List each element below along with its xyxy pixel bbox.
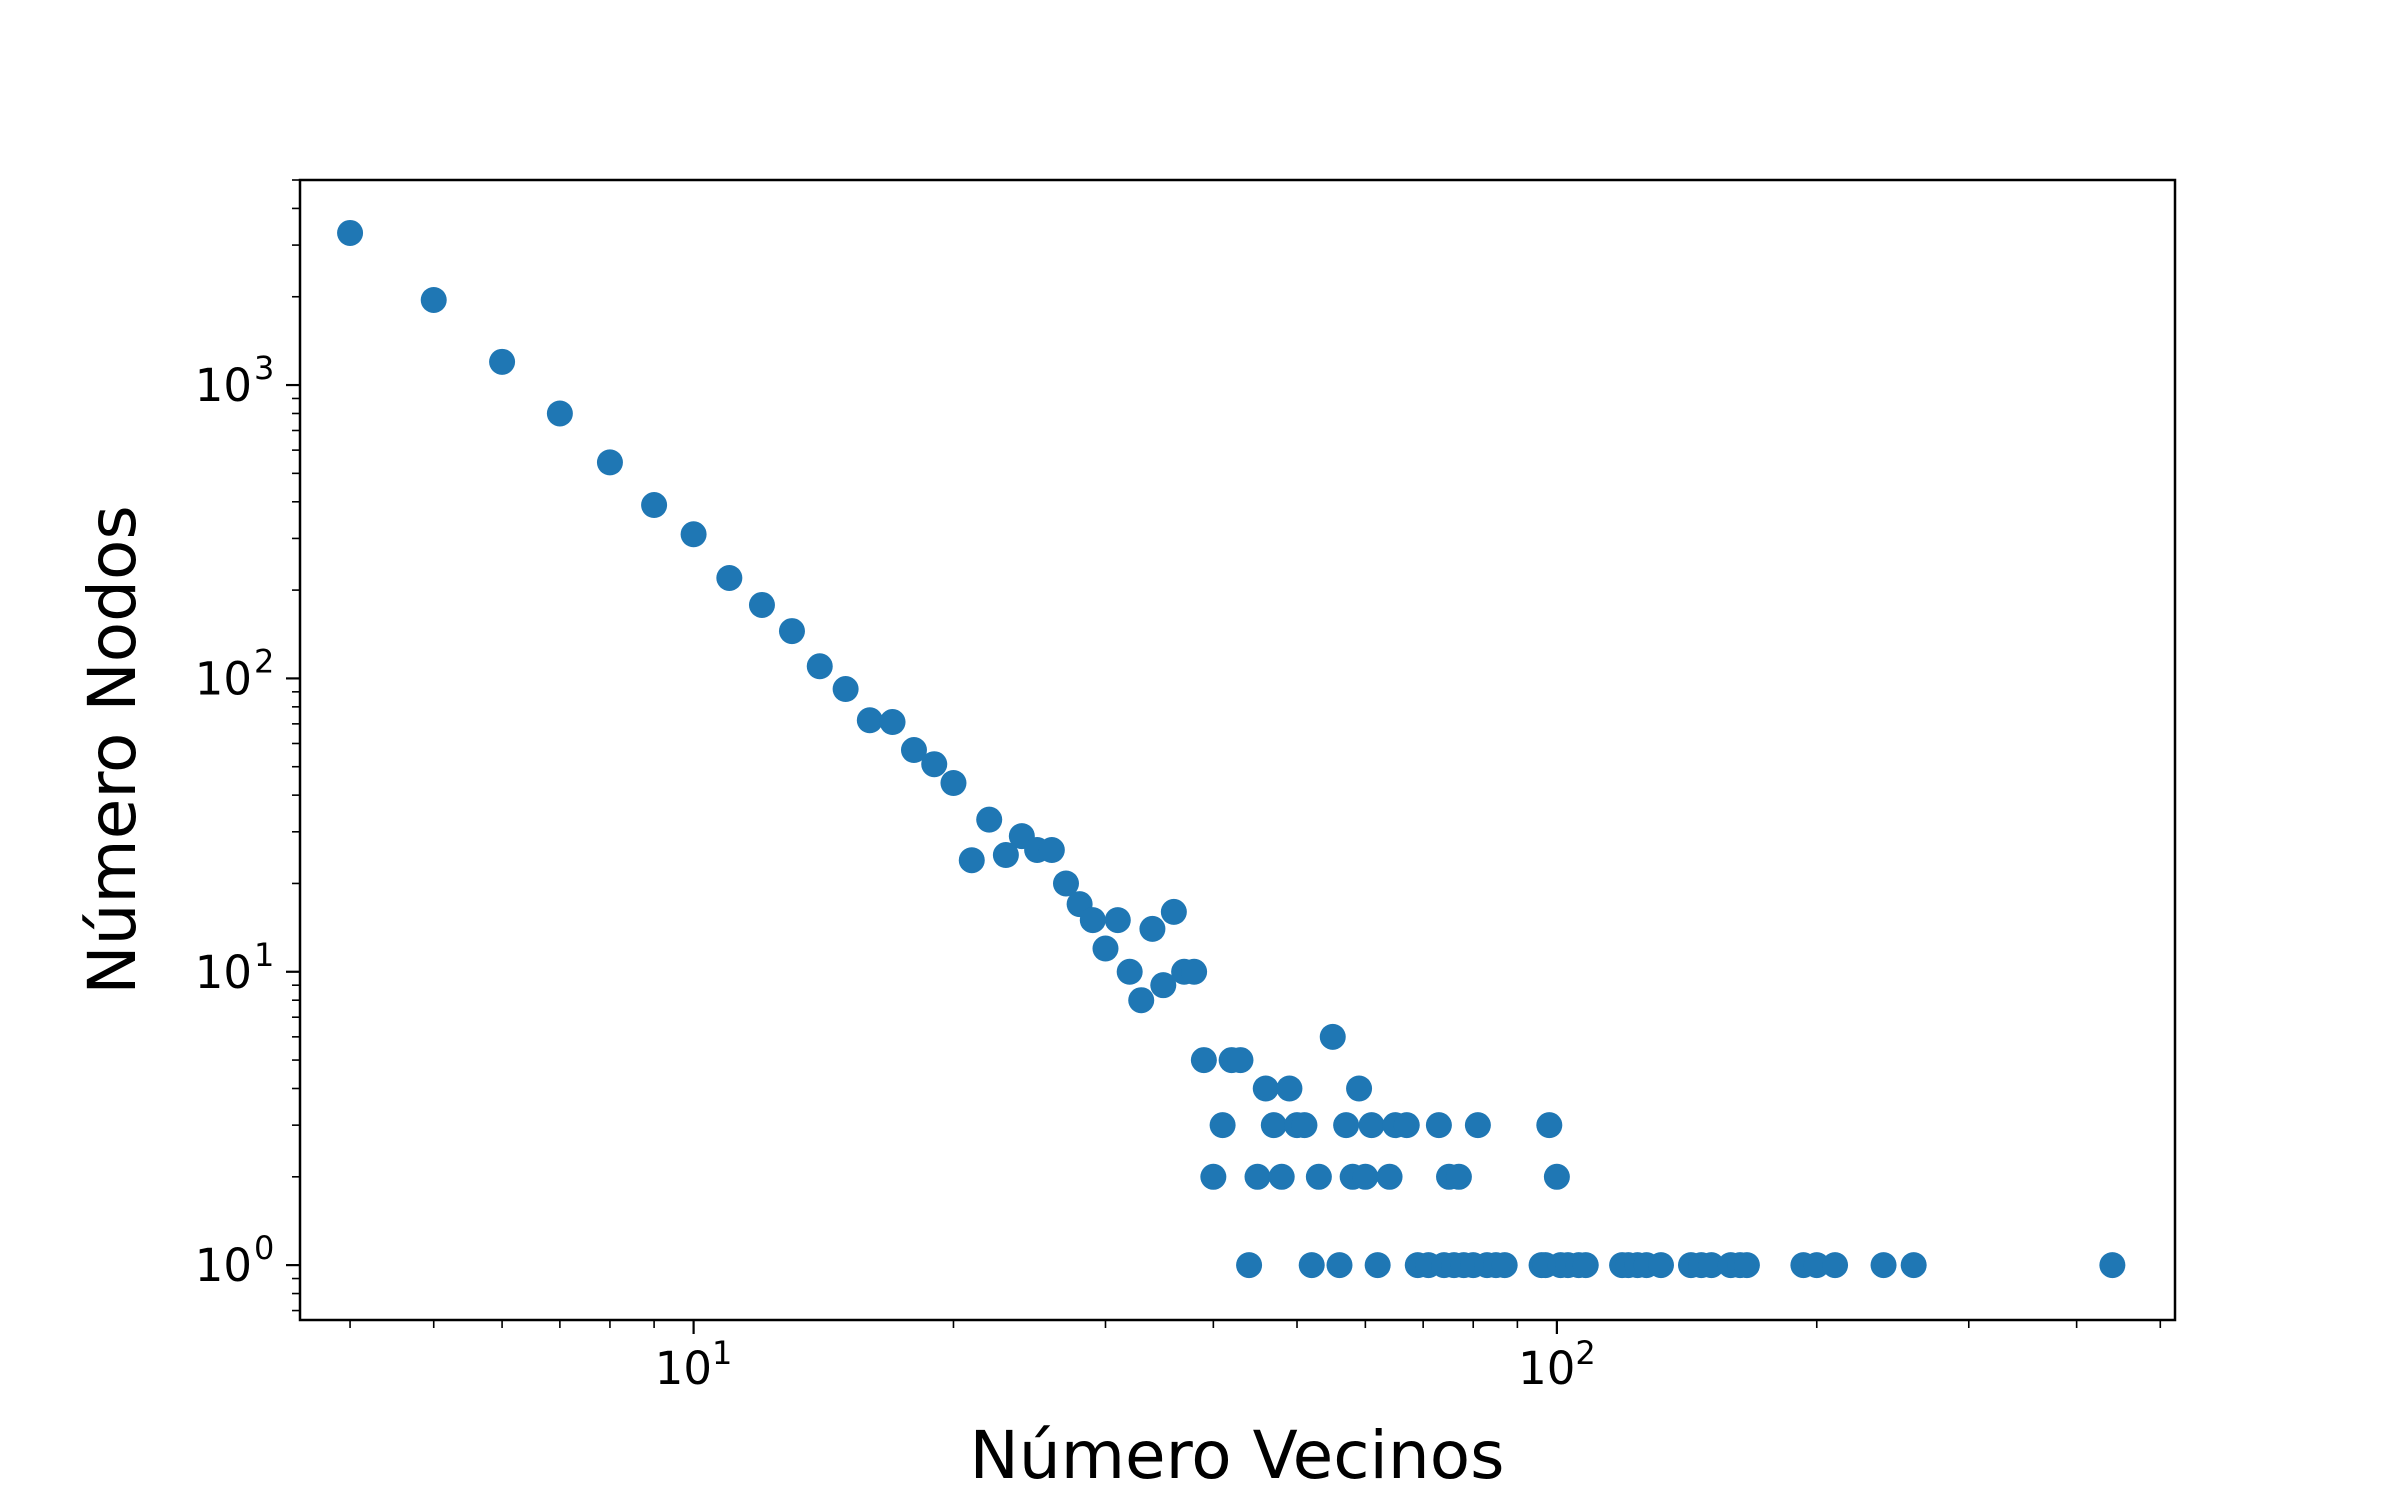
data-point xyxy=(1139,915,1166,942)
data-point xyxy=(1276,1075,1303,1102)
data-point xyxy=(992,842,1019,869)
data-point xyxy=(1647,1252,1674,1279)
data-point xyxy=(1364,1252,1391,1279)
data-point xyxy=(1352,1163,1379,1190)
data-point xyxy=(1305,1163,1332,1190)
data-point xyxy=(921,751,948,778)
data-point xyxy=(1445,1163,1472,1190)
data-point xyxy=(596,449,623,476)
data-point xyxy=(1252,1075,1279,1102)
y-tick-label: 10 xyxy=(195,652,252,705)
data-point xyxy=(1291,1112,1318,1139)
data-point xyxy=(489,348,516,375)
data-point xyxy=(1298,1252,1325,1279)
data-point xyxy=(1326,1252,1353,1279)
data-point xyxy=(806,653,833,680)
data-points xyxy=(337,219,2126,1279)
data-point xyxy=(1236,1252,1263,1279)
data-point xyxy=(1227,1047,1254,1074)
data-point xyxy=(1822,1252,1849,1279)
data-point xyxy=(1260,1112,1287,1139)
y-tick-exponent: 3 xyxy=(254,349,274,387)
data-point xyxy=(716,564,743,591)
data-point xyxy=(1536,1112,1563,1139)
data-point xyxy=(1346,1075,1373,1102)
data-point xyxy=(1376,1163,1403,1190)
data-point xyxy=(879,709,906,736)
data-point xyxy=(958,847,985,874)
data-point xyxy=(1425,1112,1452,1139)
data-point xyxy=(420,286,447,313)
data-point xyxy=(546,400,573,427)
data-point xyxy=(1150,972,1177,999)
data-point xyxy=(1698,1252,1725,1279)
data-point xyxy=(1128,987,1155,1014)
y-tick-exponent: 0 xyxy=(254,1229,274,1267)
data-point xyxy=(1333,1112,1360,1139)
data-point xyxy=(1181,958,1208,985)
data-point xyxy=(1543,1163,1570,1190)
data-point xyxy=(1079,907,1106,934)
data-point xyxy=(1052,870,1079,897)
x-axis-label: Número Vecinos xyxy=(970,1417,1505,1494)
y-tick-exponent: 1 xyxy=(254,936,274,974)
data-point xyxy=(976,806,1003,833)
data-point xyxy=(1160,898,1187,925)
data-point xyxy=(1038,837,1065,864)
data-point xyxy=(856,707,883,734)
data-point xyxy=(1268,1163,1295,1190)
data-point xyxy=(900,737,927,764)
data-point xyxy=(1116,958,1143,985)
x-tick-label: 101 xyxy=(655,1334,733,1395)
data-point xyxy=(641,492,668,519)
data-point xyxy=(1190,1047,1217,1074)
data-point xyxy=(1803,1252,1830,1279)
data-point xyxy=(940,769,967,796)
data-point xyxy=(1733,1252,1760,1279)
data-point xyxy=(1092,935,1119,962)
data-point xyxy=(1900,1252,1927,1279)
data-point xyxy=(680,521,707,548)
data-point xyxy=(1393,1112,1420,1139)
data-point xyxy=(337,219,364,246)
data-point xyxy=(2099,1252,2126,1279)
data-point xyxy=(1572,1252,1599,1279)
y-tick-exponent: 2 xyxy=(254,642,274,680)
y-axis-label: Número Nodos xyxy=(74,505,151,995)
y-tick-label: 10 xyxy=(195,359,252,412)
plot-frame xyxy=(298,178,2177,1322)
data-point xyxy=(1358,1112,1385,1139)
data-point xyxy=(1104,907,1131,934)
data-point xyxy=(1319,1023,1346,1050)
y-tick-label: 10 xyxy=(195,1239,252,1292)
data-point xyxy=(1244,1163,1271,1190)
data-point xyxy=(1870,1252,1897,1279)
x-axis-ticks: 101 102 xyxy=(349,1320,2162,1395)
data-point xyxy=(1491,1252,1518,1279)
data-point xyxy=(1209,1112,1236,1139)
y-tick-label: 10 xyxy=(195,946,252,999)
data-point xyxy=(778,618,805,645)
data-point xyxy=(1464,1112,1491,1139)
data-point xyxy=(748,591,775,618)
data-point xyxy=(1200,1163,1227,1190)
x-tick-label: 102 xyxy=(1518,1334,1596,1395)
data-point xyxy=(832,676,859,703)
